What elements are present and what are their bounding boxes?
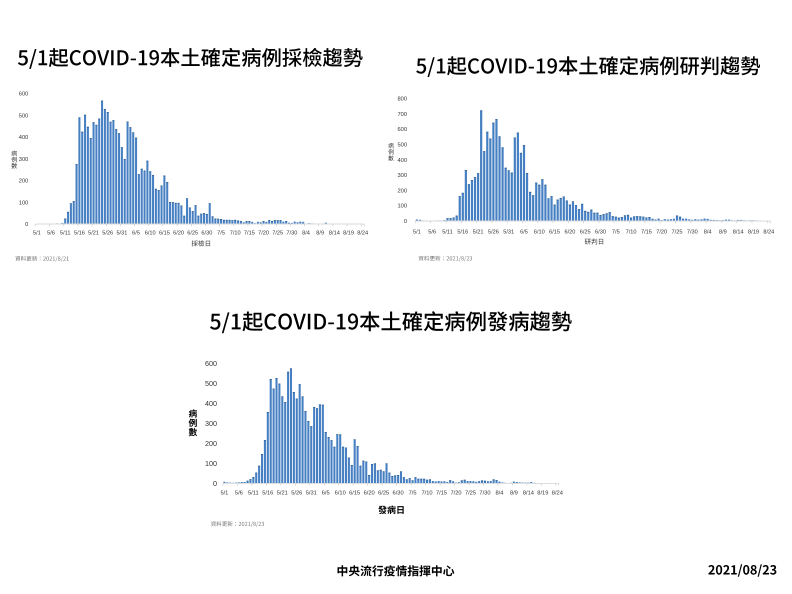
svg-text:100: 100 [398,204,408,210]
svg-text:300: 300 [205,419,217,428]
svg-text:8/9: 8/9 [719,229,727,235]
svg-text:8/19: 8/19 [537,491,548,497]
svg-text:600: 600 [398,127,408,133]
svg-text:600: 600 [19,92,29,98]
svg-text:5/26: 5/26 [291,491,302,497]
svg-text:6/20: 6/20 [173,231,184,237]
svg-text:6/5: 6/5 [322,491,330,497]
svg-text:7/20: 7/20 [656,229,667,235]
svg-text:5/16: 5/16 [457,229,468,235]
svg-text:6/25: 6/25 [378,491,389,497]
svg-text:6/10: 6/10 [534,229,545,235]
svg-text:6/30: 6/30 [595,229,606,235]
svg-text:6/10: 6/10 [145,231,156,237]
svg-text:7/15: 7/15 [244,231,255,237]
svg-text:400: 400 [19,135,29,141]
svg-text:5/1: 5/1 [413,229,421,235]
svg-text:8/4: 8/4 [495,491,503,497]
svg-text:7/25: 7/25 [465,491,476,497]
svg-text:6/30: 6/30 [393,491,404,497]
svg-text:7/25: 7/25 [672,229,683,235]
svg-text:8/24: 8/24 [552,491,563,497]
svg-text:5/26: 5/26 [488,229,499,235]
svg-text:7/25: 7/25 [272,231,283,237]
svg-text:200: 200 [205,439,217,448]
svg-text:5/31: 5/31 [116,231,127,237]
svg-text:500: 500 [19,113,29,119]
svg-text:5/21: 5/21 [277,491,288,497]
svg-text:5/11: 5/11 [60,231,70,237]
svg-text:6/15: 6/15 [159,231,170,237]
svg-text:300: 300 [19,157,29,163]
svg-text:7/30: 7/30 [687,229,698,235]
svg-text:5/11: 5/11 [442,229,452,235]
svg-text:7/15: 7/15 [641,229,652,235]
svg-text:8/19: 8/19 [748,229,759,235]
svg-text:200: 200 [398,188,408,194]
svg-text:5/6: 5/6 [235,491,243,497]
svg-text:7/10: 7/10 [626,229,637,235]
svg-text:5/6: 5/6 [47,231,55,237]
svg-text:6/20: 6/20 [364,491,375,497]
svg-text:7/30: 7/30 [479,491,490,497]
svg-text:6/15: 6/15 [349,491,360,497]
svg-text:6/10: 6/10 [335,491,346,497]
svg-text:100: 100 [19,200,29,206]
svg-text:8/24: 8/24 [357,231,368,237]
svg-text:5/16: 5/16 [74,231,85,237]
svg-text:7/5: 7/5 [409,491,417,497]
svg-text:5/16: 5/16 [262,491,273,497]
svg-text:5/1: 5/1 [33,231,41,237]
svg-text:400: 400 [205,399,217,408]
svg-text:100: 100 [205,459,217,468]
svg-text:6/15: 6/15 [549,229,560,235]
svg-text:5/31: 5/31 [503,229,514,235]
svg-text:8/24: 8/24 [763,229,774,235]
svg-text:7/20: 7/20 [450,491,461,497]
svg-text:5/21: 5/21 [473,229,484,235]
svg-text:0: 0 [25,222,28,228]
svg-text:6/5: 6/5 [520,229,528,235]
svg-text:7/10: 7/10 [230,231,241,237]
svg-text:500: 500 [398,143,408,149]
svg-text:8/14: 8/14 [733,229,744,235]
svg-text:5/11: 5/11 [248,491,259,497]
svg-text:8/4: 8/4 [302,231,310,237]
svg-text:8/9: 8/9 [316,231,324,237]
svg-text:8/9: 8/9 [510,491,518,497]
svg-text:7/30: 7/30 [286,231,297,237]
svg-text:8/14: 8/14 [329,231,340,237]
svg-text:5/1: 5/1 [220,491,228,497]
svg-text:7/5: 7/5 [612,229,620,235]
svg-text:5/21: 5/21 [88,231,99,237]
svg-text:700: 700 [398,112,408,118]
svg-text:5/26: 5/26 [102,231,113,237]
svg-text:0: 0 [213,479,217,488]
svg-text:8/14: 8/14 [523,491,534,497]
svg-text:300: 300 [398,173,408,179]
svg-text:6/30: 6/30 [201,231,212,237]
svg-text:6/25: 6/25 [187,231,198,237]
svg-text:7/20: 7/20 [258,231,269,237]
svg-text:5/31: 5/31 [306,491,317,497]
svg-text:8/4: 8/4 [704,229,712,235]
svg-text:7/10: 7/10 [422,491,433,497]
svg-text:7/5: 7/5 [217,231,225,237]
svg-text:5/6: 5/6 [428,229,436,235]
svg-text:6/20: 6/20 [564,229,575,235]
svg-text:200: 200 [19,179,29,185]
svg-text:6/5: 6/5 [132,231,140,237]
svg-text:600: 600 [205,359,217,368]
svg-text:6/25: 6/25 [580,229,591,235]
svg-text:400: 400 [398,158,408,164]
svg-text:7/15: 7/15 [436,491,447,497]
svg-text:0: 0 [404,219,407,225]
svg-text:800: 800 [398,97,408,103]
svg-text:8/19: 8/19 [343,231,354,237]
svg-text:500: 500 [205,379,217,388]
